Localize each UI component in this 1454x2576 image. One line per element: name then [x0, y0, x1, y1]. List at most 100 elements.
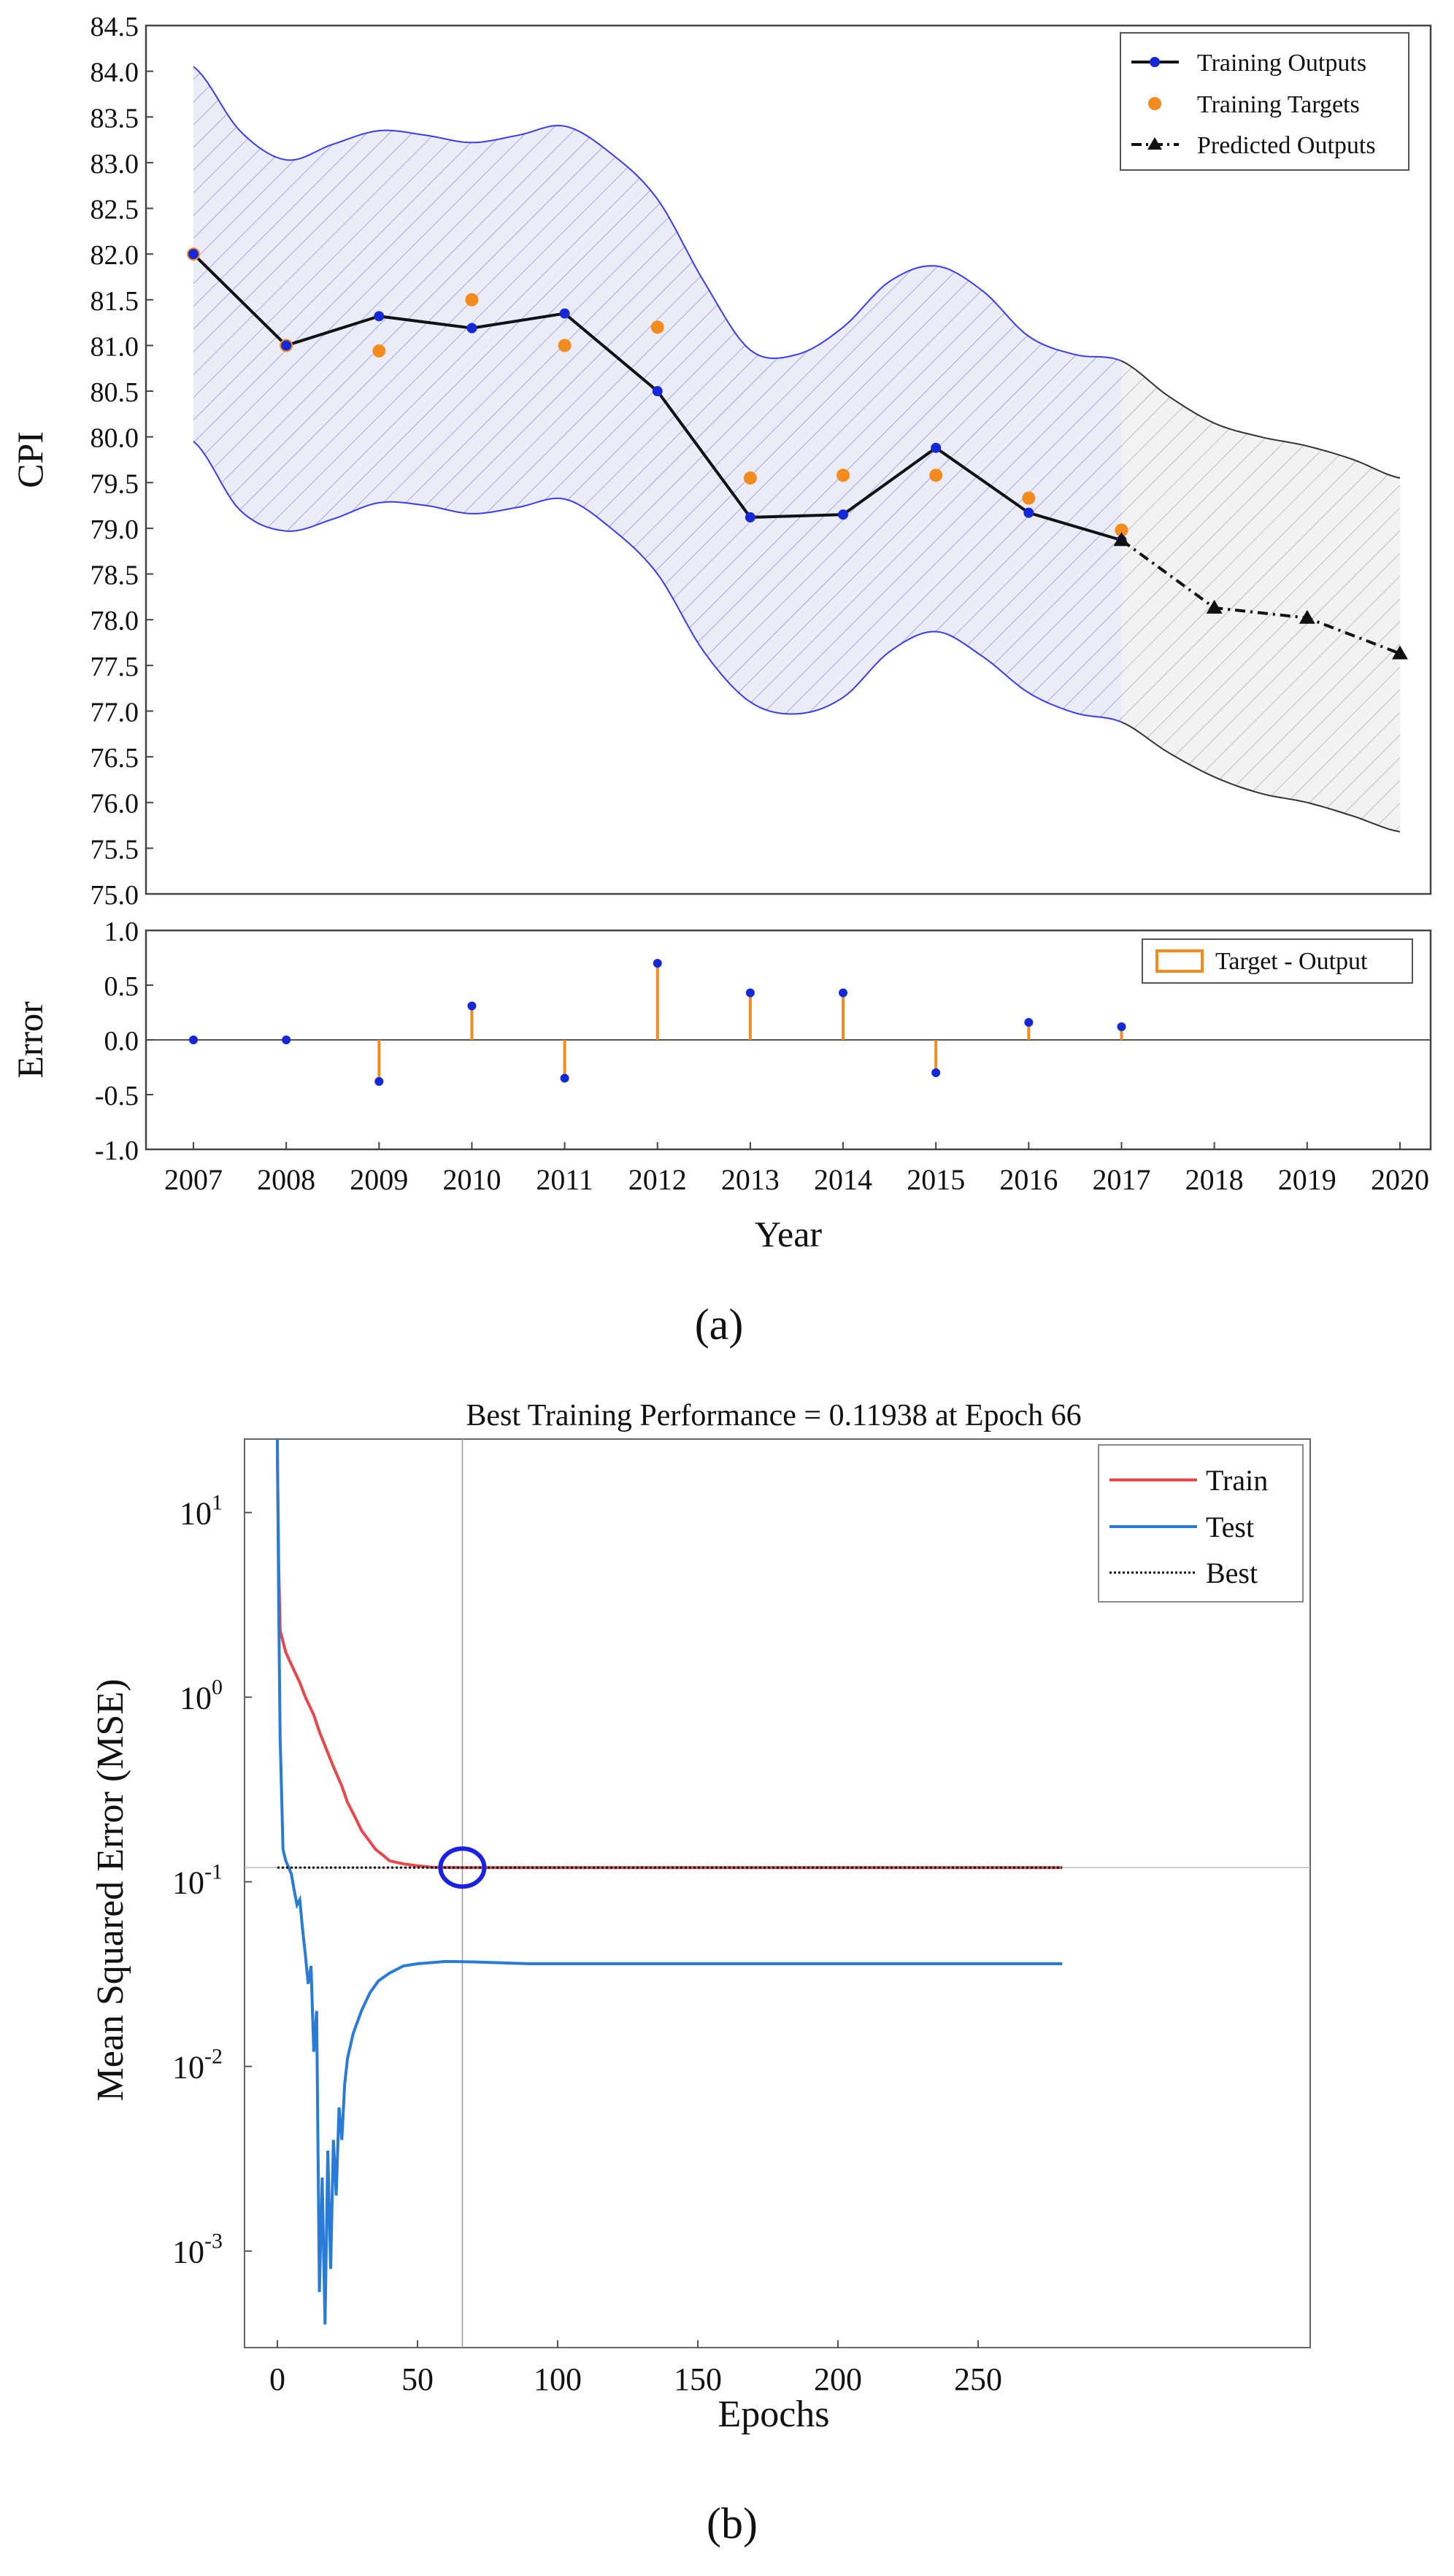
year-tick-label: 2017 — [1093, 1163, 1151, 1196]
cpi-y-tick-label: 75.5 — [91, 834, 139, 865]
mse-x-axis-label: Epochs — [718, 2394, 829, 2435]
legend-predicted-outputs: Predicted Outputs — [1197, 132, 1376, 159]
cpi-y-tick-label: 81.5 — [91, 286, 139, 317]
cpi-y-tick-label: 83.0 — [91, 149, 139, 180]
cpi-legend: Training Outputs Training Targets Predic… — [1120, 32, 1409, 171]
mse-y-axis: 10-3 10-2 10-1 100 101 — [172, 1491, 252, 2270]
error-point — [653, 959, 662, 968]
cpi-y-tick-label: 80.0 — [91, 423, 139, 454]
mse-y-tick-label: 100 — [180, 1675, 223, 1716]
cpi-y-tick-label: 84.5 — [91, 12, 139, 42]
error-y-tick-label: 1.0 — [104, 917, 139, 947]
predicted-output-point — [1206, 599, 1223, 614]
legend-training-outputs-marker — [1150, 57, 1160, 67]
cpi-y-tick-label: 82.0 — [91, 240, 139, 271]
training-output-point — [559, 308, 570, 319]
confidence-upper-training — [193, 66, 1122, 362]
best-point-marker — [438, 1846, 487, 1889]
confidence-lower-training — [193, 441, 1122, 723]
predicted-output-point — [1113, 532, 1130, 547]
error-point — [374, 1077, 384, 1086]
training-output-point — [466, 323, 477, 333]
cpi-y-tick-label: 79.5 — [91, 468, 139, 499]
legend-train: Train — [1206, 1464, 1268, 1497]
error-y-tick-label: -1.0 — [95, 1135, 139, 1166]
year-tick-label: 2009 — [350, 1163, 408, 1196]
training-target-point — [836, 468, 850, 482]
year-tick-label: 2016 — [999, 1163, 1058, 1196]
training-target-point — [1022, 491, 1036, 505]
training-output-point — [374, 311, 385, 322]
legend-target-output: Target - Output — [1215, 948, 1368, 975]
training-output-point — [652, 386, 663, 397]
cpi-y-tick-label: 77.5 — [91, 652, 139, 682]
cpi-y-tick-label: 84.0 — [91, 58, 139, 88]
error-y-axis-label: Error — [9, 1001, 50, 1079]
mse-x-tick-label: 0 — [269, 2361, 285, 2397]
error-point — [467, 1001, 477, 1011]
cpi-y-axis: 75.0 75.5 76.0 76.5 77.0 77.5 78.0 78.5 79.0 79.5… — [91, 12, 153, 911]
confidence-lower-predicted — [1121, 721, 1401, 833]
predicted-output-point — [1299, 609, 1315, 624]
cpi-y-tick-label: 75.0 — [91, 880, 139, 911]
mse-train-line — [276, 1457, 1063, 1870]
training-output-point — [931, 442, 942, 453]
mse-test-line — [276, 1438, 1063, 2325]
training-output-point — [1023, 507, 1034, 518]
year-tick-label: 2018 — [1185, 1163, 1244, 1196]
training-output-point — [188, 249, 199, 260]
error-chart: -1.0 -0.5 0.0 0.5 1.0 2007 2008 2009 2010 2011 20… — [9, 917, 1432, 1254]
error-point — [839, 988, 848, 998]
year-tick-label: 2019 — [1278, 1163, 1336, 1196]
cpi-y-tick-label: 78.5 — [91, 560, 139, 591]
year-tick-label: 2007 — [164, 1163, 223, 1196]
year-x-axis: 2007 2008 2009 2010 2011 2012 2013 2014 2015 2016… — [164, 1142, 1429, 1196]
training-target-point — [929, 468, 943, 482]
training-output-point — [745, 512, 755, 522]
cpi-y-tick-label: 82.5 — [91, 195, 139, 225]
confidence-band-predicted — [1121, 360, 1400, 832]
legend-training-targets-marker — [1148, 97, 1161, 110]
training-target-point — [650, 320, 664, 334]
training-target-point — [465, 293, 479, 306]
mse-x-tick-label: 100 — [534, 2361, 582, 2397]
mse-y-tick-label: 10-2 — [172, 2045, 223, 2086]
training-output-point — [281, 340, 292, 351]
cpi-y-tick-label: 78.0 — [91, 606, 139, 636]
panel-label-a: (a) — [695, 1300, 744, 1349]
cpi-y-tick-label: 80.5 — [91, 377, 139, 408]
cpi-y-tick-label: 76.0 — [91, 789, 139, 820]
training-target-point — [1115, 523, 1128, 537]
mse-y-tick-label: 10-1 — [172, 1860, 223, 1901]
predicted-outputs-line — [1120, 539, 1401, 655]
training-target-point — [372, 344, 386, 358]
cpi-chart: 75.0 75.5 76.0 76.5 77.0 77.5 78.0 78.5 79.0 79.5… — [9, 12, 1432, 911]
legend-training-targets: Training Targets — [1197, 91, 1360, 118]
predicted-output-point — [1391, 645, 1408, 660]
cpi-y-tick-label: 77.0 — [91, 697, 139, 728]
error-point — [931, 1068, 941, 1077]
mse-legend: Train Test Best — [1098, 1444, 1304, 1603]
cpi-plot-frame — [145, 24, 1432, 895]
error-y-tick-label: 0.0 — [104, 1026, 139, 1057]
confidence-upper-predicted — [1121, 360, 1401, 479]
mse-x-tick-label: 50 — [401, 2361, 434, 2397]
training-target-point — [558, 339, 572, 352]
legend-test: Test — [1206, 1511, 1254, 1543]
cpi-y-tick-label: 76.5 — [91, 743, 139, 774]
cpi-series — [187, 247, 1408, 660]
panel-label-b: (b) — [707, 2499, 758, 2548]
error-y-tick-label: 0.5 — [104, 971, 139, 1002]
error-point — [282, 1036, 291, 1044]
mse-y-tick-label: 101 — [180, 1491, 223, 1532]
year-tick-label: 2014 — [814, 1163, 872, 1196]
legend-predicted-outputs-marker — [1147, 137, 1162, 150]
mse-x-axis: 0 50 100 150 200 250 — [269, 2340, 1002, 2397]
error-y-tick-label: -0.5 — [95, 1081, 139, 1111]
year-tick-label: 2012 — [628, 1163, 687, 1196]
legend-target-output-swatch — [1155, 949, 1204, 973]
error-point — [189, 1036, 198, 1044]
year-x-axis-label: Year — [755, 1214, 822, 1254]
cpi-y-tick-label: 83.5 — [91, 103, 139, 134]
